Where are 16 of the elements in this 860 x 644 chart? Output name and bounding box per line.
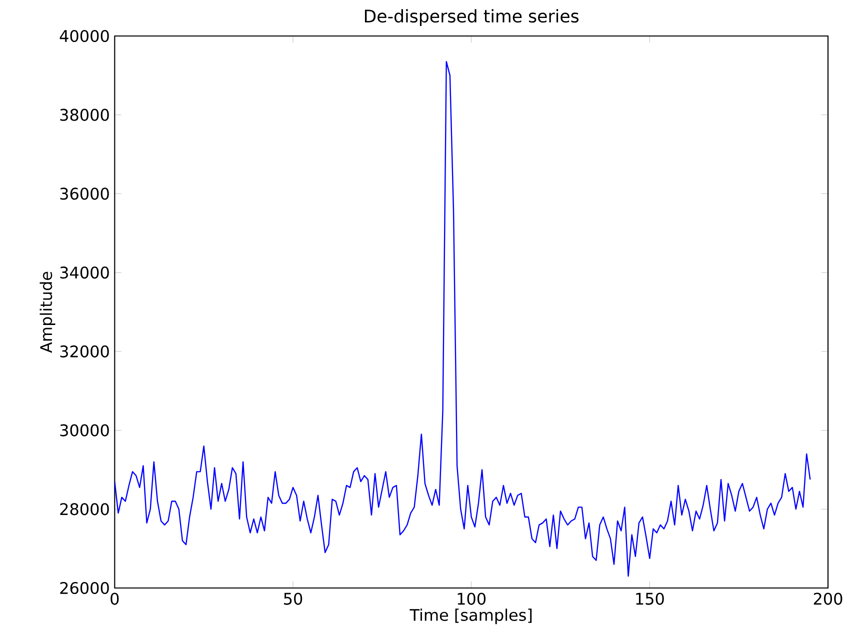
y-tick-label: 38000 — [60, 108, 109, 121]
y-tick-label: 26000 — [60, 582, 109, 594]
x-tick-label: 0 — [110, 592, 119, 605]
x-tick-label: 100 — [458, 592, 486, 605]
chart-title: De-dispersed time series — [364, 9, 579, 26]
y-tick-label: 28000 — [60, 503, 109, 516]
y-tick-label: 40000 — [60, 30, 109, 42]
x-tick-label: 150 — [636, 592, 664, 605]
x-tick-label: 200 — [814, 592, 842, 605]
x-tick-label: 50 — [284, 592, 302, 605]
x-axis-title: Time [samples] — [410, 608, 532, 624]
y-tick-label: 36000 — [60, 188, 109, 200]
y-tick-label: 30000 — [60, 424, 109, 436]
y-axis-title: Amplitude — [40, 272, 56, 353]
y-tick-label: 32000 — [60, 345, 109, 358]
y-tick-label: 34000 — [60, 266, 109, 279]
